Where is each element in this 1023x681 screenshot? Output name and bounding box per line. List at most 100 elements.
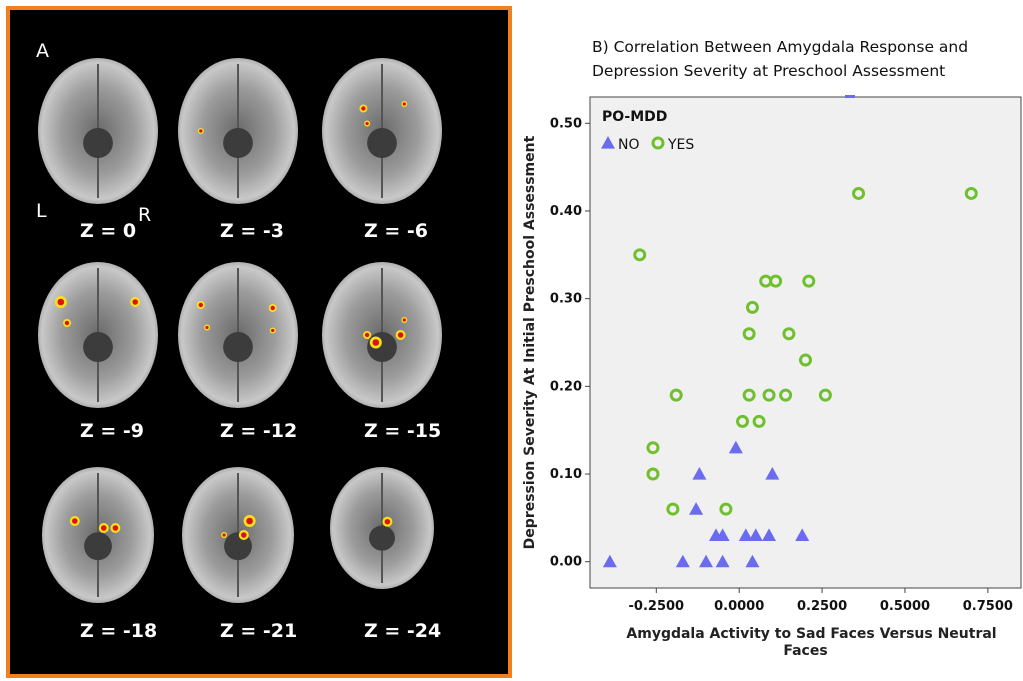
activation-core <box>57 298 65 306</box>
data-point-no <box>689 502 704 515</box>
y-axis-title: Depression Severity At Initial Preschool… <box>522 135 538 549</box>
data-point-no <box>765 467 780 480</box>
data-point-yes <box>742 388 756 402</box>
data-point-no <box>692 467 707 480</box>
activation-core <box>199 129 203 133</box>
brain-slice-4 <box>38 262 158 408</box>
legend-title: PO-MDD <box>602 109 667 125</box>
data-point-yes <box>782 327 796 341</box>
activation-core <box>364 332 370 338</box>
slice-label: Z = -21 <box>220 620 298 642</box>
x-tick-label: 0.2500 <box>797 599 847 614</box>
activation-core <box>384 518 391 525</box>
activation-core <box>72 518 78 524</box>
data-point-yes <box>666 502 680 516</box>
brain-slice-6 <box>322 262 442 408</box>
brain-slice-2 <box>178 58 298 204</box>
data-point-yes <box>852 186 866 200</box>
activation-core <box>64 320 70 326</box>
brain-slice-7 <box>42 467 154 603</box>
slice-label: Z = -3 <box>220 220 285 242</box>
data-point-no <box>715 528 730 541</box>
legend-yes-label: YES <box>667 137 694 153</box>
x-tick-label: 0.0000 <box>714 599 764 614</box>
y-tick-label: 0.40 <box>550 204 582 219</box>
activation-core <box>397 332 404 338</box>
activation-core <box>222 533 226 537</box>
brain-ventricle <box>84 532 112 561</box>
brain-ventricle <box>223 332 253 362</box>
activation-core <box>205 325 209 330</box>
chart-title-line-1: B) Correlation Between Amygdala Response… <box>592 38 968 56</box>
slice-label: Z = -12 <box>220 420 298 442</box>
data-point-no <box>795 528 810 541</box>
slice-label: Z = -6 <box>364 220 429 242</box>
brain-ventricle <box>223 128 253 158</box>
y-tick-label: 0.00 <box>550 555 582 570</box>
data-point-yes <box>646 441 660 455</box>
activation-core <box>271 328 275 333</box>
activation-core <box>241 532 247 538</box>
data-point-yes <box>646 467 660 481</box>
y-tick-label: 0.10 <box>550 467 582 482</box>
data-point-yes <box>669 388 683 402</box>
right-label: R <box>138 204 152 226</box>
x-tick-label: 0.7500 <box>963 599 1013 614</box>
slice-label: Z = -24 <box>364 620 442 642</box>
data-point-yes <box>964 186 978 200</box>
brain-ventricle <box>367 332 397 362</box>
legend-no-marker <box>601 136 615 149</box>
panel-label: A <box>36 40 49 62</box>
scatter-chart: B) Correlation Between Amygdala Response… <box>522 38 1022 659</box>
data-point-yes <box>633 248 647 262</box>
data-point-yes <box>719 502 733 516</box>
activation-core <box>101 525 107 531</box>
activation-core <box>372 339 380 346</box>
data-point-no <box>762 528 777 541</box>
activation-core <box>402 318 406 322</box>
data-point-yes <box>799 353 812 367</box>
activation-core <box>402 102 406 106</box>
brain-slice-3 <box>322 58 442 204</box>
data-point-yes <box>762 388 776 402</box>
slice-label: Z = -18 <box>80 620 158 642</box>
activation-core <box>365 121 369 126</box>
plot-area <box>589 96 1022 589</box>
y-tick-label: 0.30 <box>550 292 582 307</box>
data-point-yes <box>745 300 759 314</box>
data-point-no <box>738 528 753 541</box>
data-point-no <box>602 554 617 568</box>
data-point-yes <box>742 327 756 341</box>
chart-title-line-2: Depression Severity at Preschool Assessm… <box>592 62 945 80</box>
activation-core <box>132 299 138 305</box>
data-point-yes <box>818 388 832 402</box>
activation-core <box>198 302 203 308</box>
brain-slice-8 <box>182 467 294 603</box>
data-point-yes <box>769 274 783 288</box>
activation-core <box>270 305 275 311</box>
brain-slice-5 <box>178 262 298 408</box>
slice-label: Z = -15 <box>364 420 442 442</box>
clipped-marker <box>845 95 855 98</box>
x-tick-label: 0.5000 <box>880 599 930 614</box>
x-tick-label: -0.2500 <box>629 599 685 614</box>
data-point-no <box>728 440 743 454</box>
brain-ventricle <box>369 525 395 551</box>
data-point-no <box>745 554 760 568</box>
slice-label: Z = -9 <box>80 420 145 442</box>
data-point-no <box>748 528 763 541</box>
brain-slice-1 <box>38 58 158 204</box>
y-tick-label: 0.50 <box>550 116 582 131</box>
left-label: L <box>36 200 47 222</box>
y-tick-label: 0.20 <box>550 379 582 394</box>
data-point-yes <box>736 414 750 428</box>
data-point-no <box>675 554 690 568</box>
x-axis-title-line-2: Faces <box>783 643 827 659</box>
brain-ventricle <box>83 128 113 158</box>
data-point-no <box>699 554 714 568</box>
legend-yes-marker <box>651 136 665 150</box>
data-point-no <box>715 554 730 568</box>
x-axis-title-line-1: Amygdala Activity to Sad Faces Versus Ne… <box>626 626 996 642</box>
brain-ventricle <box>83 332 113 362</box>
data-point-yes <box>802 274 816 288</box>
